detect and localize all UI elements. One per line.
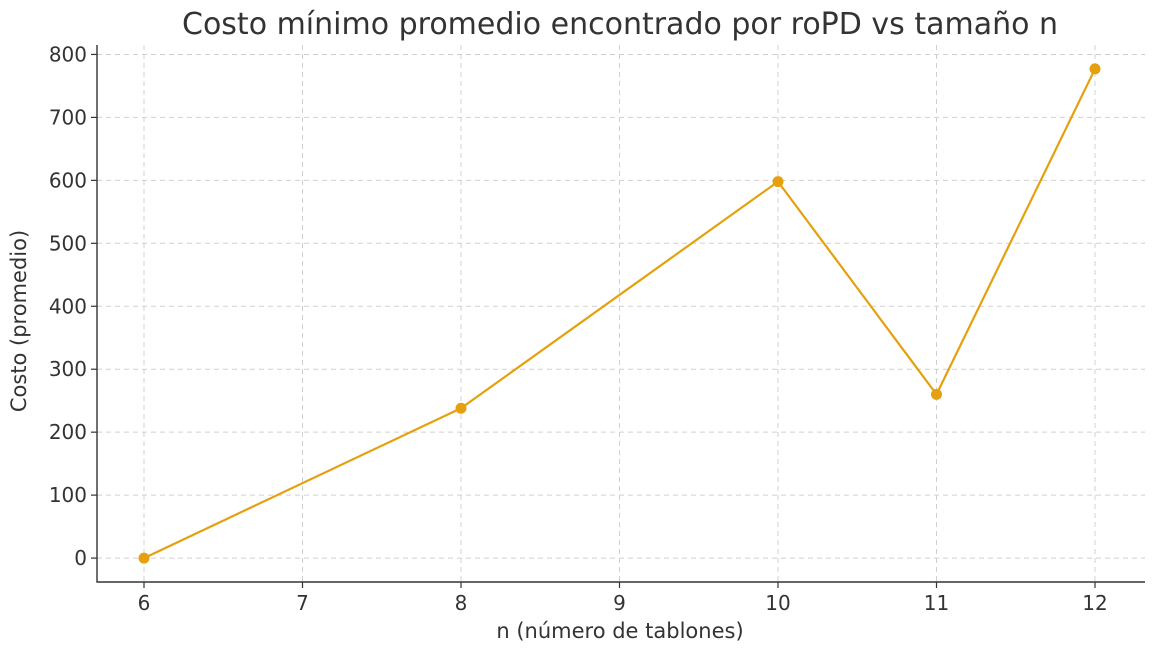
y-tick-label: 300 (49, 357, 87, 381)
axis-spines (96, 45, 1145, 583)
y-tick-label: 200 (49, 420, 87, 444)
y-tick-label: 400 (49, 294, 87, 318)
x-tick-label: 10 (765, 591, 790, 615)
y-tick-label: 700 (49, 105, 87, 129)
y-tick-label: 800 (49, 42, 87, 66)
y-tick-label: 100 (49, 483, 87, 507)
y-axis-label: Costo (promedio) (7, 230, 31, 412)
ticks: 6 7 8 9 10 11 12 0 100 200 300 400 500 600 700 800 (49, 42, 1108, 615)
x-tick-label: 11 (924, 591, 949, 615)
data-point (138, 552, 150, 564)
x-tick-label: 8 (455, 591, 468, 615)
data-point (772, 176, 784, 188)
grid (97, 45, 1145, 582)
x-axis-label: n (número de tablones) (496, 619, 743, 643)
data-point (1089, 63, 1101, 75)
axes (96, 45, 1145, 583)
y-tick-label: 0 (74, 546, 87, 570)
data-point (455, 402, 467, 414)
series-polyline (143, 68, 1096, 560)
x-tick-label: 9 (613, 591, 626, 615)
y-tick-label: 500 (49, 231, 87, 255)
x-tick-label: 6 (138, 591, 151, 615)
data-point (931, 388, 942, 400)
chart-title: Costo mínimo promedio encontrado por roP… (182, 7, 1058, 42)
y-tick-label: 600 (49, 168, 87, 192)
x-tick-label: 7 (296, 591, 309, 615)
x-tick-label: 12 (1082, 591, 1107, 615)
series-line (138, 63, 1101, 564)
